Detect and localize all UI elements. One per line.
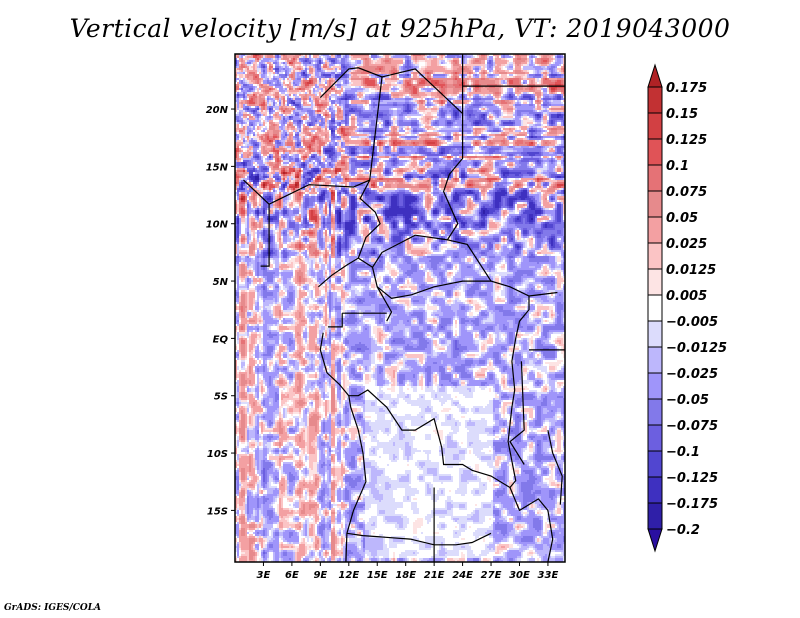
colorbar-label: 0.0125 (666, 263, 716, 278)
y-tick-label: 15N (206, 162, 229, 173)
boundary-line (509, 487, 554, 562)
y-tick-label: 20N (206, 105, 229, 116)
colorbar-box (647, 216, 663, 244)
y-tick-label: 10S (207, 449, 228, 460)
colorbar-label: 0.005 (666, 289, 707, 304)
boundary-line (348, 296, 530, 489)
x-tick-label: 12E (338, 570, 359, 581)
y-tick-label: 5N (213, 277, 229, 288)
colorbar-label: −0.2 (666, 523, 700, 538)
colorbar-label: 0.1 (666, 159, 689, 174)
x-tick-label: 30E (509, 570, 530, 581)
grads-credit: GrADS: IGES/COLA (4, 603, 102, 613)
colorbar-box (647, 346, 663, 374)
boundary-line (509, 361, 525, 465)
colorbar-label: 0.175 (666, 81, 707, 96)
colorbar-box (647, 190, 663, 218)
y-tick-label: 5S (214, 392, 228, 403)
boundary-line (371, 68, 464, 322)
colorbar-box (647, 398, 663, 426)
x-tick-label: 6E (285, 570, 299, 581)
boundary-line (327, 313, 343, 328)
x-tick-label: 18E (395, 570, 416, 581)
vertical-velocity-field (235, 54, 565, 562)
colorbar-box (647, 86, 663, 114)
colorbar-box (647, 476, 663, 504)
y-tick-label: EQ (213, 334, 229, 345)
colorbar-label: 0.15 (666, 107, 698, 122)
colorbar-label: 0.125 (666, 133, 707, 148)
colorbar-label: 0.05 (666, 211, 698, 226)
boundary-line (319, 332, 367, 562)
colorbar-box (647, 268, 663, 296)
x-tick-label: 33E (538, 570, 559, 581)
colorbar-box (647, 138, 663, 166)
x-tick-label: 3E (257, 570, 271, 581)
colorbar-box (647, 502, 663, 530)
y-tick-label: 15S (207, 506, 228, 517)
colorbar-label: −0.005 (666, 315, 718, 330)
colorbar-label: −0.1 (666, 445, 700, 460)
colorbar-box (647, 424, 663, 452)
colorbar-label: 0.075 (666, 185, 707, 200)
x-tick-label: 21E (424, 570, 445, 581)
colorbar-extend-max (647, 63, 663, 88)
colorbar-label: 0.025 (666, 237, 707, 252)
x-tick-label: 24E (452, 570, 473, 581)
colorbar-label: −0.175 (666, 497, 718, 512)
boundary-line (447, 239, 558, 297)
x-tick-label: 27E (481, 570, 502, 581)
colorbar-label: −0.0125 (666, 341, 727, 356)
colorbar-label: −0.05 (666, 393, 709, 408)
country-boundaries (243, 54, 565, 562)
plot-frame (234, 53, 566, 563)
colorbar-box (647, 112, 663, 140)
colorbar-box (647, 320, 663, 348)
x-tick-label: 15E (367, 570, 388, 581)
colorbar-label: −0.125 (666, 471, 718, 486)
y-tick-label: 10N (206, 220, 229, 231)
boundary-line (268, 67, 383, 205)
colorbar-box (647, 450, 663, 478)
colorbar-box (647, 242, 663, 270)
boundary-line (357, 257, 373, 268)
x-tick-label: 9E (313, 570, 327, 581)
boundary-line (318, 179, 381, 288)
boundary-line (243, 179, 270, 267)
colorbar-label: −0.025 (666, 367, 718, 382)
boundary-line (376, 280, 491, 299)
chart-title: Vertical velocity [m/s] at 925hPa, VT: 2… (69, 14, 731, 43)
colorbar-extend-min (647, 528, 663, 553)
map-plot-area (235, 54, 565, 562)
colorbar-box (647, 372, 663, 400)
colorbar-box (647, 164, 663, 192)
colorbar-label: −0.075 (666, 419, 718, 434)
colorbar-box (647, 294, 663, 322)
boundary-line (547, 429, 563, 505)
